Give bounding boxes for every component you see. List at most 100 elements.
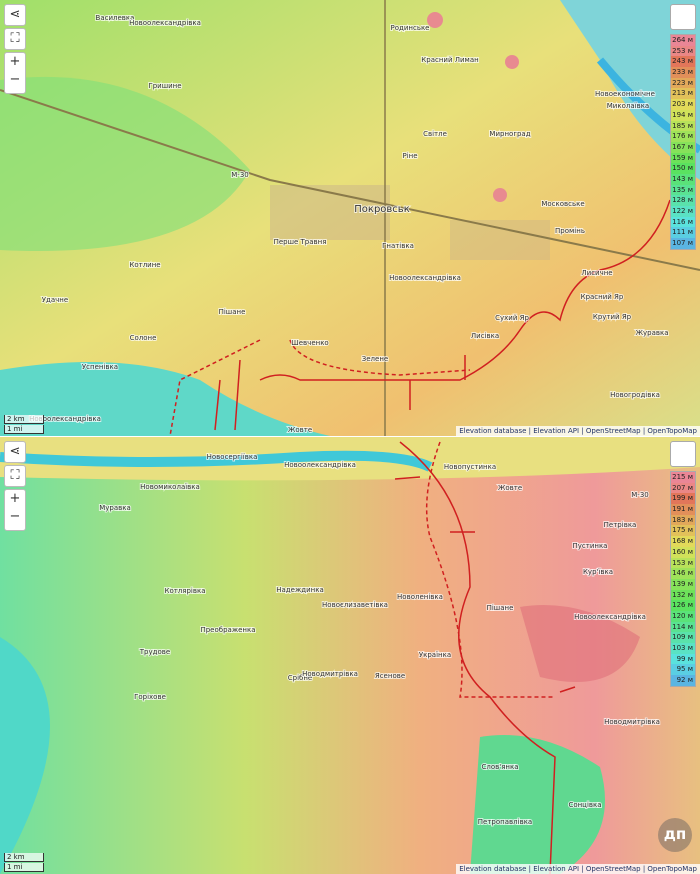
legend-item: 99 м (671, 653, 695, 665)
link[interactable]: OpenStreetMap (585, 427, 641, 435)
legend-item: 253 м (671, 45, 695, 57)
link[interactable]: Elevation database (459, 427, 527, 435)
place-label: Василевка (96, 14, 135, 22)
place-label: Пустинка (573, 542, 608, 550)
place-label: Кур'ївка (583, 568, 613, 576)
legend-item: 139 м (671, 578, 695, 590)
place-label: Ясенове (375, 672, 405, 680)
place-label: Новоленівка (397, 593, 443, 601)
legend-item: 120 м (671, 610, 695, 622)
place-label: Шевченко (291, 339, 328, 347)
place-label: Новосергіївка (207, 453, 258, 461)
link[interactable]: OpenTopoMap (647, 427, 697, 435)
link[interactable]: Elevation database (459, 865, 527, 873)
place-label: Новоолександрівка (389, 274, 461, 282)
place-label: Новоолександрівка (129, 19, 201, 27)
scale-bar: 2 km 1 mi (4, 852, 44, 872)
layers-button[interactable] (670, 4, 696, 30)
place-label: Горіхове (134, 693, 166, 701)
place-label: Новоолександрівка (574, 613, 646, 621)
place-label: Новоекономічне (595, 90, 655, 98)
place-label: Слов'янка (482, 763, 519, 771)
scale-mi: 1 mi (4, 425, 44, 434)
place-label: Гришине (148, 82, 181, 90)
place-label: Світле (423, 130, 447, 138)
place-label: Удачне (42, 296, 68, 304)
legend-item: 203 м (671, 99, 695, 110)
place-label: Новоолександрівка (29, 415, 101, 423)
legend-item: 126 м (671, 600, 695, 611)
legend-item: 185 м (671, 120, 695, 132)
place-label: Пішане (487, 604, 514, 612)
place-label: Надеждинка (276, 586, 324, 594)
scale-km: 2 km (4, 853, 44, 862)
place-label: Сонцівка (568, 801, 601, 809)
place-label: Зелене (362, 355, 388, 363)
place-label: М-30 (231, 171, 248, 179)
layers-button[interactable] (670, 441, 696, 467)
legend-item: 95 м (671, 664, 695, 676)
place-label: Муравка (99, 504, 131, 512)
place-label: Промінь (555, 227, 585, 235)
place-label: Жовте (498, 484, 522, 492)
place-label: Преображенка (200, 626, 255, 634)
place-label: Котлине (129, 261, 160, 269)
legend-item: 92 м (671, 675, 695, 686)
legend-item: 207 м (671, 482, 695, 494)
legend-item: 153 м (671, 557, 695, 569)
legend-item: 132 м (671, 589, 695, 601)
link[interactable]: OpenStreetMap (585, 865, 641, 873)
legend-item: 223 м (671, 77, 695, 89)
legend-item: 167 м (671, 141, 695, 153)
legend-item: 143 м (671, 173, 695, 185)
legend-item: 243 м (671, 56, 695, 68)
fullscreen-button[interactable]: ⛶ (4, 28, 26, 50)
zoom-control[interactable]: + − (4, 52, 26, 94)
map-panel: Новосергіївка Новоолександрівка Новопустин… (0, 436, 700, 874)
legend-item: 109 м (671, 632, 695, 643)
logo: дп (658, 818, 692, 852)
zoom-control[interactable]: + − (4, 489, 26, 531)
legend-item: 194 м (671, 109, 695, 121)
place-label: Пішане (219, 308, 246, 316)
map: Новосергіївка Новоолександрівка Новопустин… (0, 437, 700, 874)
place-label: Новопустинка (444, 463, 496, 471)
place-label: М-30 (631, 491, 648, 499)
place-label: Новоєлизаветівка (322, 601, 388, 609)
place-label: Солоне (130, 334, 157, 342)
link[interactable]: OpenTopoMap (647, 865, 697, 873)
scale-mi: 1 mi (4, 863, 44, 872)
place-label: Покровськ (354, 204, 409, 215)
legend-item: 107 м (671, 238, 695, 249)
legend-item: 215 м (671, 472, 695, 483)
place-label: Петропавлівка (478, 818, 532, 826)
fullscreen-button[interactable]: ⛶ (4, 465, 26, 487)
link[interactable]: Elevation API (533, 865, 580, 873)
place-label: Новодмитрівка (302, 670, 358, 678)
link[interactable]: Elevation API (533, 427, 580, 435)
place-label: Новомиколаївка (140, 483, 200, 491)
place-label: Московське (541, 200, 584, 208)
legend-item: 233 м (671, 67, 695, 78)
place-label: Трудове (139, 648, 170, 656)
place-label: Гнатівка (382, 242, 414, 250)
scale-km: 2 km (4, 415, 44, 424)
place-label: Красний Яр (581, 293, 624, 301)
place-label: Новоолександрівка (284, 461, 356, 469)
share-button[interactable]: ⋖ (4, 4, 26, 26)
share-button[interactable]: ⋖ (4, 441, 26, 463)
place-label: Мирноград (489, 130, 530, 138)
place-label: Успенівка (82, 363, 118, 371)
legend-item: 175 м (671, 525, 695, 537)
legend-item: 183 м (671, 514, 695, 526)
legend-item: 103 м (671, 643, 695, 654)
place-label: Новодмитрівка (604, 718, 660, 726)
legend-item: 191 м (671, 504, 695, 515)
place-label: Українка (419, 651, 451, 659)
place-label: Лисівка (471, 332, 499, 340)
place-label: Жовте (288, 426, 312, 434)
place-label: Родинське (391, 24, 430, 32)
legend-item: 168 м (671, 536, 695, 547)
legend-item: 111 м (671, 227, 695, 239)
legend-item: 264 м (671, 35, 695, 46)
